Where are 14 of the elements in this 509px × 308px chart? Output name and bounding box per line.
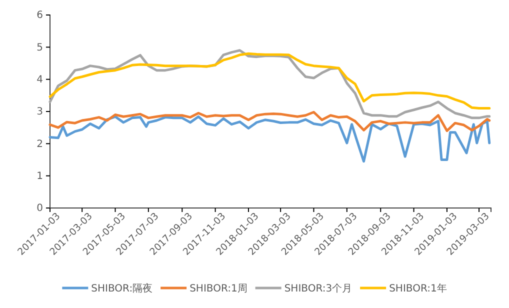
y-tick-label: 5 — [36, 42, 43, 54]
line-series — [48, 52, 491, 110]
legend-label: SHIBOR:3个月 — [284, 282, 352, 294]
legend-label: SHIBOR:1年 — [389, 282, 447, 294]
line-series — [48, 110, 491, 132]
line-series — [48, 115, 491, 163]
legend-label: SHIBOR:隔夜 — [91, 282, 153, 294]
y-tick-label: 1 — [36, 171, 43, 182]
y-tick-label: 0 — [36, 203, 43, 214]
y-tick-label: 6 — [36, 10, 43, 22]
y-tick-label: 2 — [36, 138, 43, 150]
y-tick-label: 3 — [36, 106, 43, 118]
legend-label: SHIBOR:1周 — [190, 284, 248, 294]
y-tick-label: 4 — [36, 74, 43, 86]
